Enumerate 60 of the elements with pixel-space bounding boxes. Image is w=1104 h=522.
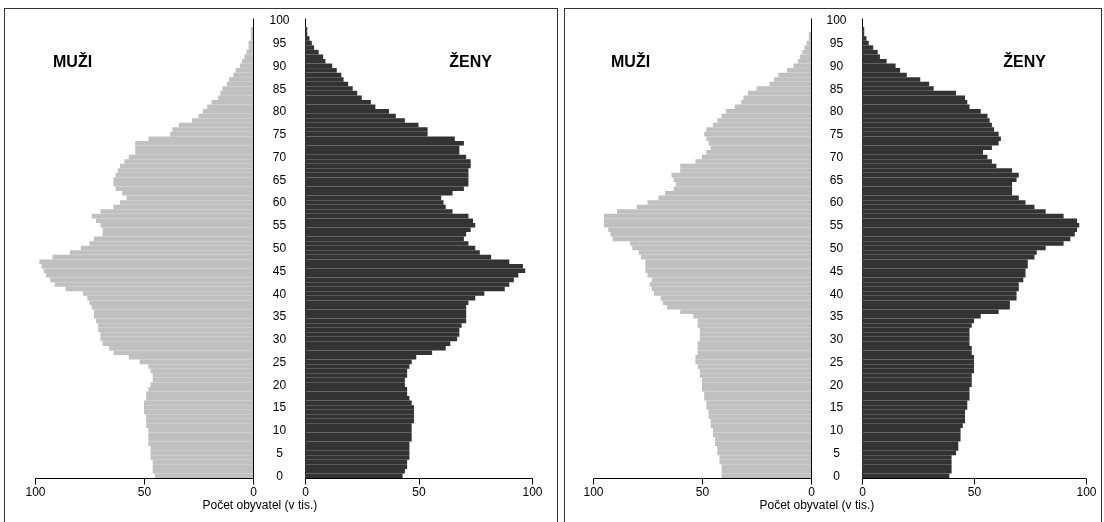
y-tick-label: 15	[829, 400, 844, 415]
y-tick-label: 85	[829, 81, 844, 96]
y-tick-label: 50	[272, 241, 287, 255]
x-tick-label: 100	[1076, 484, 1097, 499]
x-tick-label: 0	[302, 484, 310, 499]
y-tick-label: 80	[272, 104, 287, 119]
y-tick-label: 65	[829, 172, 844, 187]
x-tick-label: 100	[522, 484, 543, 499]
x-tick-label: 50	[137, 484, 152, 499]
y-tick-label: 70	[272, 149, 287, 164]
y-tick-label: 55	[829, 218, 844, 233]
y-tick-label: 60	[272, 195, 287, 210]
x-tick-label: 100	[583, 484, 604, 499]
y-tick-label: 45	[829, 263, 844, 278]
y-tick-label: 45	[272, 263, 287, 278]
annotation: ŽENY	[449, 52, 493, 70]
y-tick-label: 70	[829, 149, 844, 164]
x-tick-label: 50	[695, 484, 710, 499]
y-tick-label: 25	[829, 354, 844, 369]
y-tick-label: 90	[829, 58, 844, 73]
x-tick-label: 50	[412, 484, 426, 499]
y-tick-label: 50	[829, 241, 844, 255]
y-tick-label: 80	[829, 104, 844, 119]
y-tick-label: 95	[829, 36, 844, 51]
x-tick-label: 50	[967, 484, 982, 499]
y-tick-label: 20	[272, 377, 287, 392]
y-tick-label: 30	[272, 332, 287, 347]
x-tick-label: 0	[808, 484, 816, 499]
y-tick-label: 100	[826, 13, 847, 28]
y-tick-label: 100	[269, 13, 290, 28]
x-axis-title: Počet obyvatel (v tis.)	[202, 497, 318, 512]
y-tick-label: 40	[272, 286, 287, 301]
y-tick-label: 25	[272, 354, 287, 369]
x-tick-label: 0	[859, 484, 867, 499]
y-tick-label: 30	[829, 332, 844, 347]
annotation: MUŽI	[611, 52, 651, 70]
y-tick-label: 85	[272, 81, 287, 96]
annotation: MUŽI	[53, 52, 93, 70]
y-tick-label: 95	[272, 36, 287, 51]
y-tick-label: 35	[829, 309, 844, 324]
y-tick-label: 0	[833, 468, 841, 483]
y-tick-label: 60	[829, 195, 844, 210]
y-tick-label: 75	[829, 127, 844, 142]
x-tick-label: 0	[250, 484, 258, 499]
y-tick-label: 15	[272, 400, 287, 415]
y-tick-label: 5	[276, 445, 284, 460]
y-tick-label: 10	[272, 423, 287, 438]
y-tick-label: 90	[272, 58, 287, 73]
y-tick-label: 20	[829, 377, 844, 392]
y-tick-label: 75	[272, 127, 287, 142]
annotation: ŽENY	[1003, 52, 1047, 70]
x-axis-title: Počet obyvatel (v tis.)	[759, 497, 875, 512]
y-tick-label: 65	[272, 172, 287, 187]
y-tick-label: 10	[829, 423, 844, 438]
y-tick-label: 35	[272, 309, 287, 324]
y-tick-label: 0	[276, 468, 284, 483]
y-tick-label: 55	[272, 218, 287, 233]
y-tick-label: 5	[833, 445, 841, 460]
y-tick-label: 40	[829, 286, 844, 301]
x-tick-label: 100	[25, 484, 46, 499]
